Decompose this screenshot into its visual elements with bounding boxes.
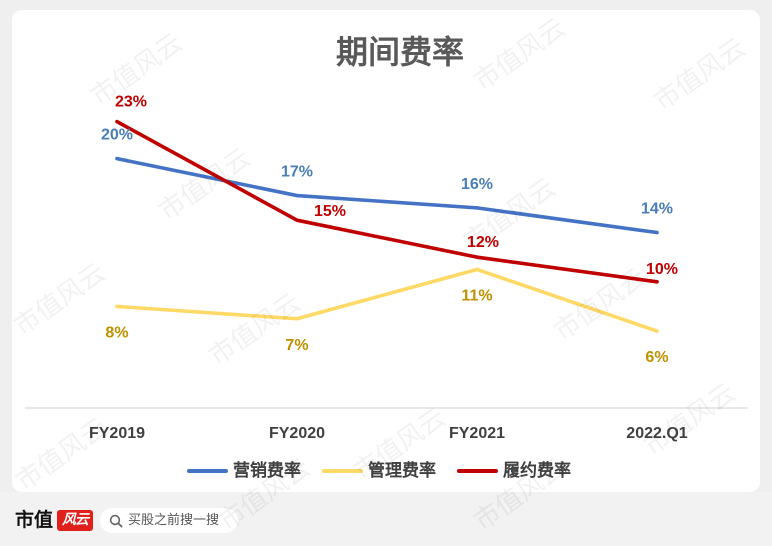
marketing-expense-rate-point [655,230,659,235]
data-label-unit: % [664,261,678,278]
chart-legend: 营销费率 管理费率 履约费率 [187,459,592,483]
admin-expense-rate-data-label: 8% [105,324,128,341]
data-label-unit: % [119,127,133,144]
admin-expense-rate-series [115,267,659,333]
brand-logo[interactable]: 风云 [57,510,93,531]
data-label-value: 8 [105,324,114,341]
data-label-unit: % [133,94,147,111]
search-icon [109,514,123,528]
marketing-expense-rate-data-label: 17% [281,164,313,181]
fulfillment-expense-rate-point [655,280,659,284]
admin-expense-rate-line [115,267,659,333]
footer-bar: 市值 风云 买股之前搜一搜 [0,492,772,546]
data-label-value: 10 [646,261,664,278]
data-label-value: 20 [101,127,119,144]
search-box[interactable]: 买股之前搜一搜 [100,508,238,533]
data-label-unit: % [114,324,128,341]
marketing-expense-rate-point [295,193,299,198]
data-label-unit: % [485,234,499,251]
chart-card [12,10,760,492]
legend-swatch-admin-expense-rate [322,469,363,473]
data-label-unit: % [479,176,493,193]
marketing-expense-rate-point [475,206,479,210]
x-tick-label: 2022.Q1 [626,425,687,442]
marketing-expense-rate-point [115,157,119,161]
admin-expense-rate-point [115,304,119,309]
marketing-expense-rate-data-label: 14% [641,201,673,218]
legend-item-fulfillment-expense-rate: 履约费率 [457,459,571,483]
data-label-value: 17 [281,164,299,181]
fulfillment-expense-rate-point [115,120,119,124]
admin-expense-rate-data-label: 6% [645,349,668,366]
marketing-expense-rate-line [115,156,659,235]
search-placeholder: 买股之前搜一搜 [128,513,220,528]
legend-label-marketing-expense-rate: 营销费率 [233,461,301,480]
legend-swatch-marketing-expense-rate [187,469,228,473]
legend-item-admin-expense-rate: 管理费率 [322,459,436,483]
data-label-unit: % [478,287,492,304]
fulfillment-expense-rate-data-label: 10% [646,261,678,278]
x-tick-label: FY2021 [449,425,505,442]
marketing-expense-rate-data-label: 16% [461,176,493,193]
admin-expense-rate-point [655,329,659,333]
x-axis-tick-labels: FY2019 FY2020 FY2021 2022.Q1 [89,425,688,442]
legend-swatch-fulfillment-expense-rate [457,469,498,473]
legend-item-marketing-expense-rate: 营销费率 [187,459,301,483]
data-label-unit: % [654,349,668,366]
brand-name[interactable]: 市值 [15,509,54,531]
data-label-value: 6 [645,349,654,366]
x-tick-label: FY2020 [269,425,325,442]
legend-label-fulfillment-expense-rate: 履约费率 [503,461,571,480]
fulfillment-expense-rate-series [115,119,659,284]
data-label-value: 16 [461,176,479,193]
admin-expense-rate-data-label: 7% [285,337,308,354]
legend-label-admin-expense-rate: 管理费率 [368,461,436,480]
data-label-value: 7 [285,337,294,354]
marketing-expense-rate-series [115,156,659,235]
data-label-unit: % [299,164,313,181]
fulfillment-expense-rate-data-label: 15% [314,203,346,220]
marketing-expense-rate-data-label: 20% [101,127,133,144]
data-label-value: 23 [115,94,133,111]
fulfillment-expense-rate-point [475,255,479,259]
admin-expense-rate-data-label: 11% [461,287,492,304]
data-label-unit: % [332,203,346,220]
series-layer [115,119,659,333]
data-label-unit: % [294,337,308,354]
fulfillment-expense-rate-point [295,218,299,222]
chart-title: 期间费率 [336,34,464,70]
x-tick-label: FY2019 [89,425,145,442]
data-label-value: 12 [467,234,485,251]
data-label-unit: % [659,201,673,218]
fulfillment-expense-rate-data-label: 23% [115,94,147,111]
data-label-value: 11 [461,287,478,304]
fulfillment-expense-rate-data-label: 12% [467,234,499,251]
data-label-value: 14 [641,201,659,218]
data-labels: 20%17%16%14%8%7%11%6%23%15%12%10% [101,94,678,366]
data-label-value: 15 [314,203,332,220]
fulfillment-expense-rate-line [115,119,659,284]
admin-expense-rate-point [475,267,479,272]
admin-expense-rate-point [295,317,299,321]
